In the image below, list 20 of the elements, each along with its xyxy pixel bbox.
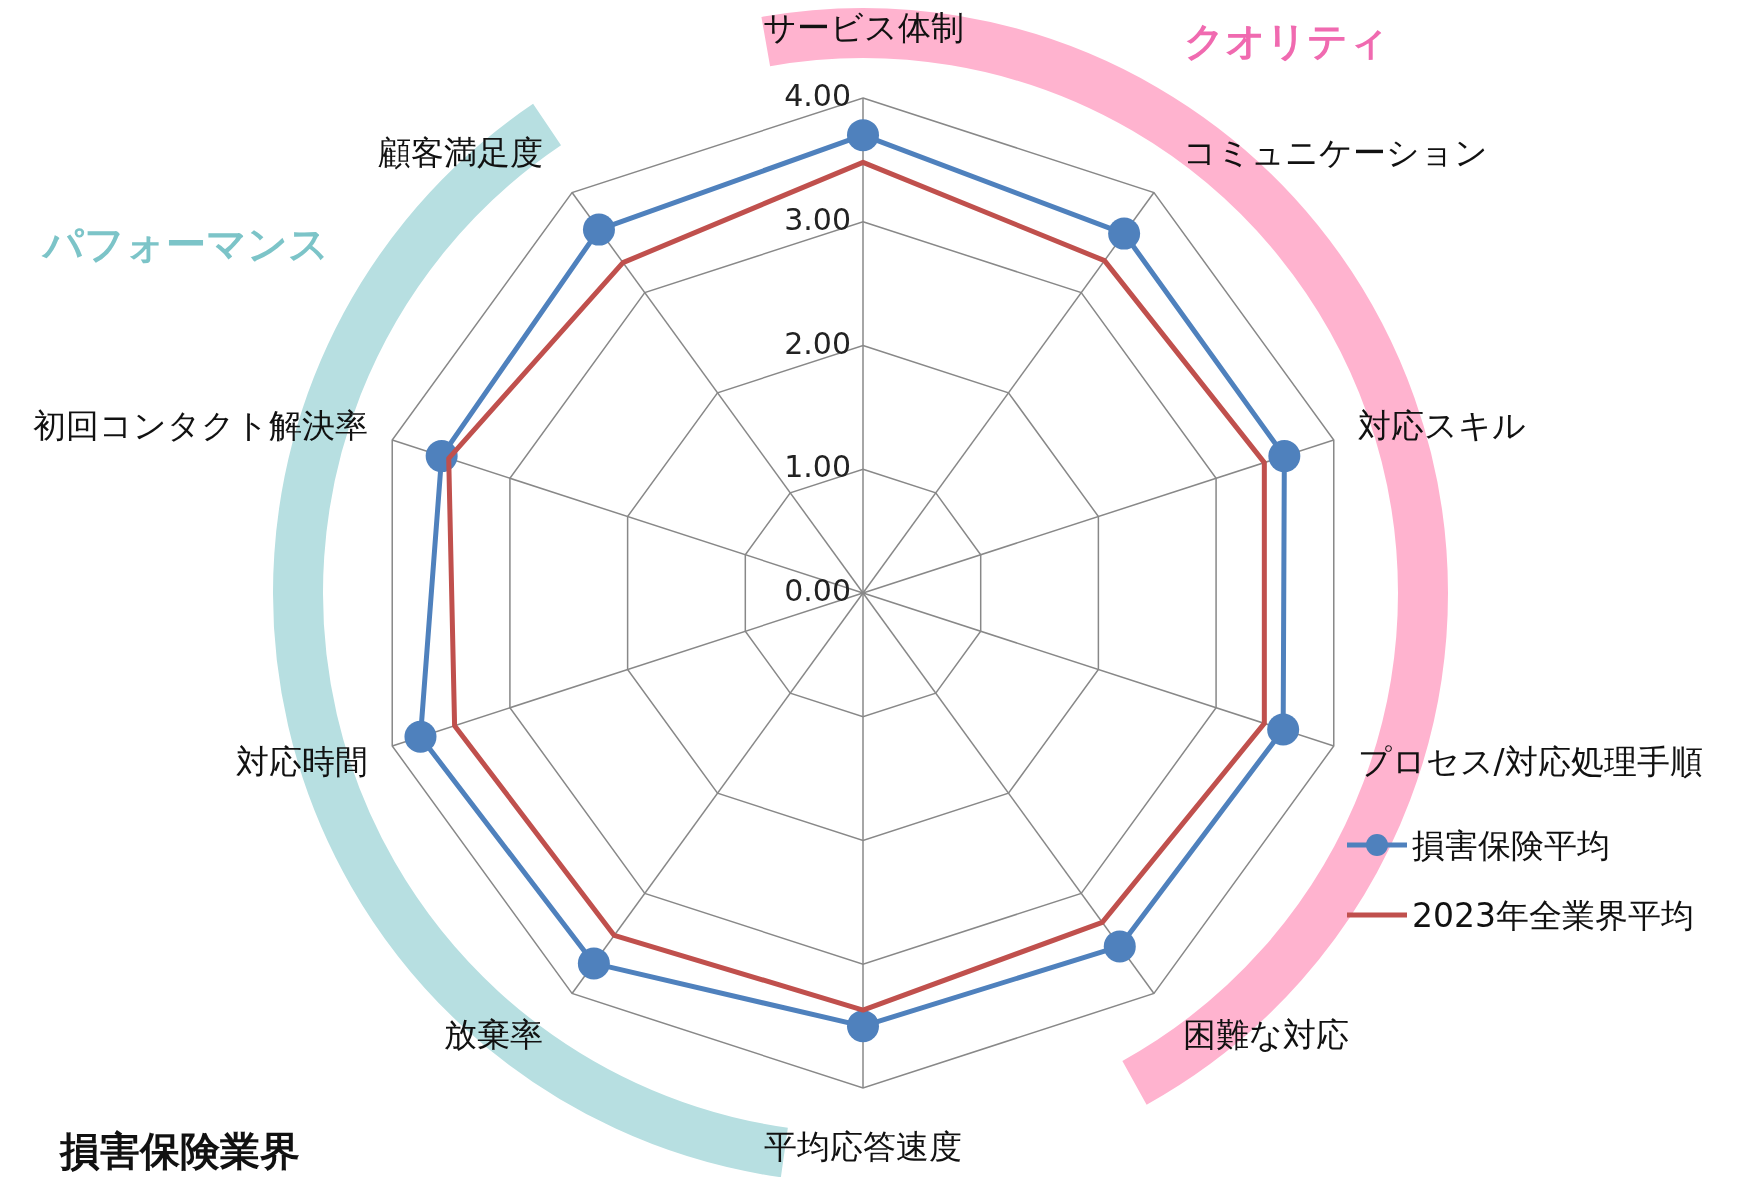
legend-label: 2023年全業界平均 — [1412, 896, 1694, 935]
y-tick-label: 4.00 — [784, 78, 851, 113]
text: クオリティ — [1183, 18, 1389, 64]
spoke-label: 放棄率 — [443, 1014, 543, 1054]
spoke-label: プロセス/対応処理手順 — [1357, 742, 1703, 782]
spoke-label: コミュニケーション — [1183, 133, 1489, 173]
spoke-label: サービス体制 — [762, 7, 964, 47]
y-tick-label: 3.00 — [784, 201, 851, 237]
spoke-label: 顧客満足度 — [377, 133, 543, 173]
text: パフォーマンス — [41, 221, 329, 267]
y-tick-label: 1.00 — [784, 449, 851, 485]
y-tick-label: 0.00 — [784, 573, 851, 608]
spoke-label: 困難な対応 — [1183, 1014, 1350, 1054]
spoke-label: 平均応答速度 — [764, 1126, 962, 1166]
text: 損害保険業界 — [58, 1128, 300, 1174]
legend-label: 損害保険平均 — [1412, 826, 1610, 865]
spoke-label: 対応スキル — [1357, 405, 1526, 445]
spoke-label: 対応時間 — [236, 742, 369, 782]
y-tick-label: 2.00 — [784, 325, 851, 361]
spoke-label: 初回コンタクト解決率 — [33, 405, 369, 445]
